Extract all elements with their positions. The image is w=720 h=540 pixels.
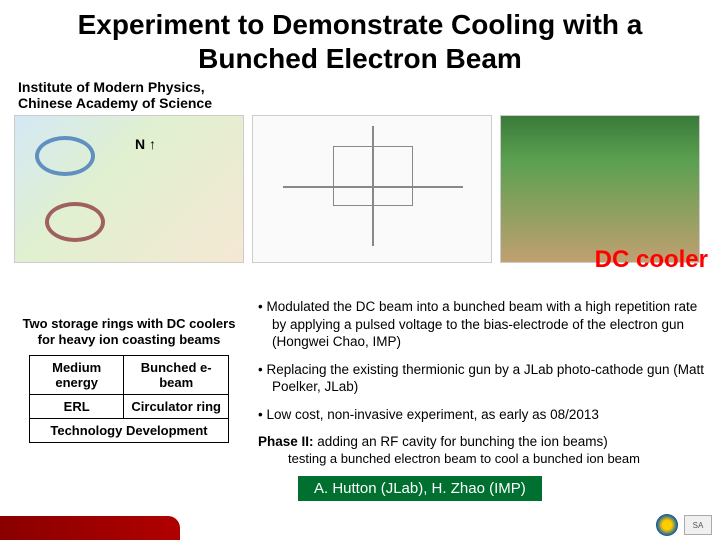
footer-bar: [0, 516, 180, 540]
phase2-subtext: testing a bunched electron beam to cool …: [288, 451, 708, 468]
bullet-text: Low cost, non-invasive experiment, as ea…: [266, 407, 598, 422]
institute-subtitle: Institute of Modern Physics, Chinese Aca…: [18, 79, 706, 111]
table-row: ERL Circulator ring: [30, 395, 229, 419]
right-column: • Modulated the DC beam into a bunched b…: [258, 298, 708, 501]
schematic-body: [333, 146, 413, 206]
phase2-text: adding an RF cavity for bunching the ion…: [317, 434, 607, 449]
bullet-text: Modulated the DC beam into a bunched bea…: [266, 299, 697, 349]
phase2-block: Phase II: adding an RF cavity for bunchi…: [258, 433, 708, 467]
ring-shape-1: [35, 136, 95, 176]
footer-logos: SA: [656, 514, 712, 536]
table-cell-span: Technology Development: [30, 419, 229, 443]
storage-rings-image: N ↑: [14, 115, 244, 263]
left-column: Two storage rings with DC coolers for he…: [14, 316, 244, 443]
engineering-drawing-image: [252, 115, 492, 263]
table-cell: ERL: [30, 395, 124, 419]
slide-root: Experiment to Demonstrate Cooling with a…: [0, 0, 720, 540]
dc-cooler-photo: [500, 115, 700, 263]
authors-box: A. Hutton (JLab), H. Zhao (IMP): [298, 476, 542, 501]
bullet-item: • Replacing the existing thermionic gun …: [258, 361, 708, 396]
table-row: Medium energy Bunched e-beam: [30, 356, 229, 395]
dc-cooler-label: DC cooler: [595, 246, 708, 274]
table-cell: Circulator ring: [124, 395, 229, 419]
bullet-text: Replacing the existing thermionic gun by…: [266, 362, 704, 395]
subtitle-line: Institute of Modern Physics, Chinese Aca…: [18, 79, 212, 111]
logo-icon: [656, 514, 678, 536]
image-row: N ↑: [14, 115, 706, 263]
phase2-label: Phase II:: [258, 434, 314, 449]
table-cell: Bunched e-beam: [124, 356, 229, 395]
north-arrow: N ↑: [135, 136, 156, 152]
bullet-item: • Low cost, non-invasive experiment, as …: [258, 406, 708, 424]
table-cell: Medium energy: [30, 356, 124, 395]
table-row: Technology Development: [30, 419, 229, 443]
bullet-item: • Modulated the DC beam into a bunched b…: [258, 298, 708, 351]
slide-title: Experiment to Demonstrate Cooling with a…: [14, 8, 706, 75]
storage-rings-caption: Two storage rings with DC coolers for he…: [14, 316, 244, 347]
logo-icon: SA: [684, 515, 712, 535]
ring-shape-2: [45, 202, 105, 242]
tech-table: Medium energy Bunched e-beam ERL Circula…: [29, 355, 229, 443]
